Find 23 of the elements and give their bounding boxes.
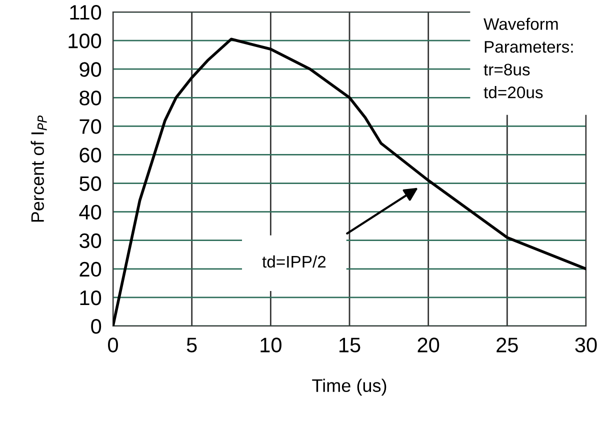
annotation: td=IPP/2	[262, 255, 326, 268]
x-axis-title: Time (us)	[312, 378, 386, 396]
y-tick-label: 10	[80, 290, 102, 306]
y-tick-label: 60	[80, 148, 102, 162]
y-tick-label: 50	[80, 176, 102, 192]
x-tick-label: 30	[575, 338, 597, 352]
x-tick-label: 0	[108, 338, 118, 352]
y-tick-label: 20	[80, 262, 102, 277]
y-tick-label: 70	[80, 119, 102, 134]
x-tick-label: 15	[340, 338, 360, 352]
x-tick-label: 5	[186, 338, 197, 352]
y-tick-label: 100	[68, 34, 102, 48]
x-tick-label: 25	[496, 338, 518, 352]
y-tick-label: 30	[80, 233, 102, 248]
x-tick-label: 10	[260, 338, 282, 352]
y-tick-label: 40	[79, 204, 102, 220]
y-axis-title: Percent of I$_{PP}$	[30, 115, 47, 222]
y-tick-label: 0	[91, 319, 102, 334]
annotation: Waveform Parameters: tr=8us td=20us	[484, 18, 573, 98]
x-tick-label: 20	[418, 338, 440, 352]
y-tick-label: 90	[80, 62, 102, 77]
y-tick-label: 110	[70, 5, 102, 20]
y-tick-label: 80	[80, 90, 102, 106]
